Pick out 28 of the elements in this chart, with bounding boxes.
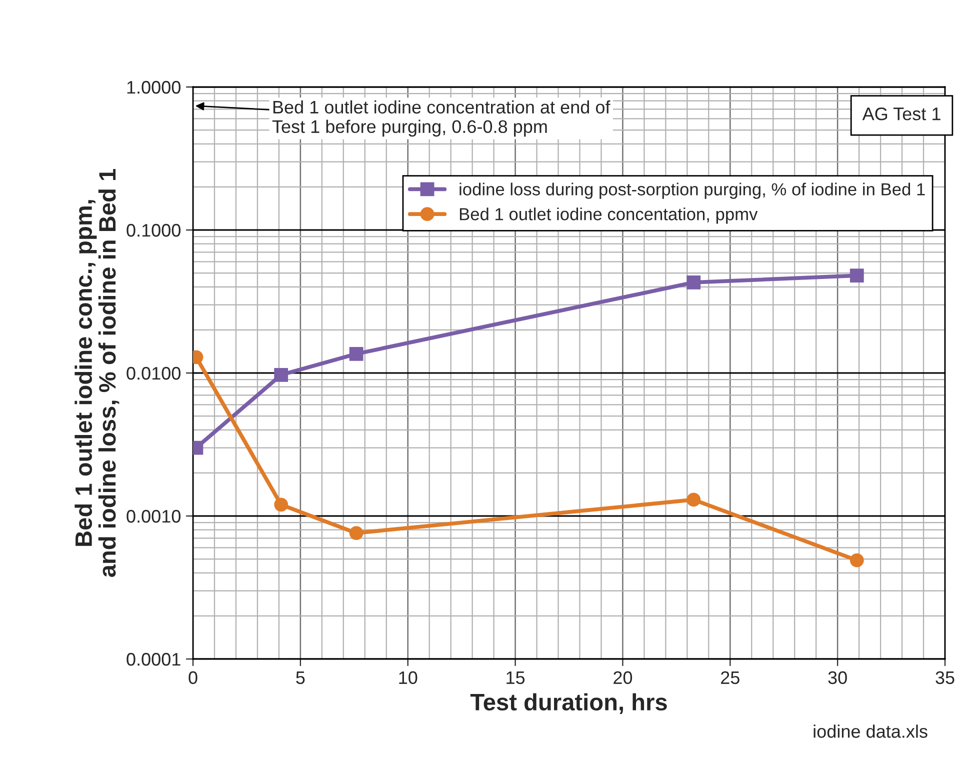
y-tick-label: 0.0100 [126, 366, 180, 380]
y-tick-label: 0.1000 [126, 224, 180, 237]
x-tick-label: 30 [828, 671, 847, 684]
point [349, 526, 364, 540]
annotation: AG Test 1 [862, 107, 940, 120]
annotation: Bed 1 outlet iodine concentration at end of Test 1 before purging, 0.6-0.8 ppm [272, 100, 610, 137]
x-tick-label: 15 [506, 671, 525, 684]
point [850, 268, 864, 283]
x-tick-label: 10 [399, 671, 418, 684]
y-tick-label: 1.0000 [127, 80, 180, 94]
point [686, 275, 701, 290]
text: iodine data.xls [814, 724, 928, 738]
x-tick-label: 0 [188, 671, 198, 684]
legend-label: iodine loss during post-sorption purging, % of iodine in Bed 1 [460, 182, 925, 199]
x-tick-label: 25 [721, 671, 740, 684]
x-tick-label: 20 [614, 671, 632, 684]
point [349, 346, 364, 361]
legend-label: Bed 1 outlet iodine concentation, ppmv [460, 208, 758, 224]
point [686, 492, 701, 507]
point [274, 498, 288, 512]
point [850, 553, 864, 568]
x-axis-title: Test duration, hrs [470, 693, 667, 714]
x-tick-label: 35 [936, 671, 954, 684]
y-tick-label: 0.0010 [126, 510, 180, 523]
x-tick-label: 5 [296, 671, 305, 684]
y-axis-title: Bed 1 outlet iodine conc., ppm, and iodine loss, % of iodine in Bed 1 [74, 168, 120, 577]
point [274, 368, 288, 382]
y-tick-label: 0.0001 [126, 652, 180, 666]
